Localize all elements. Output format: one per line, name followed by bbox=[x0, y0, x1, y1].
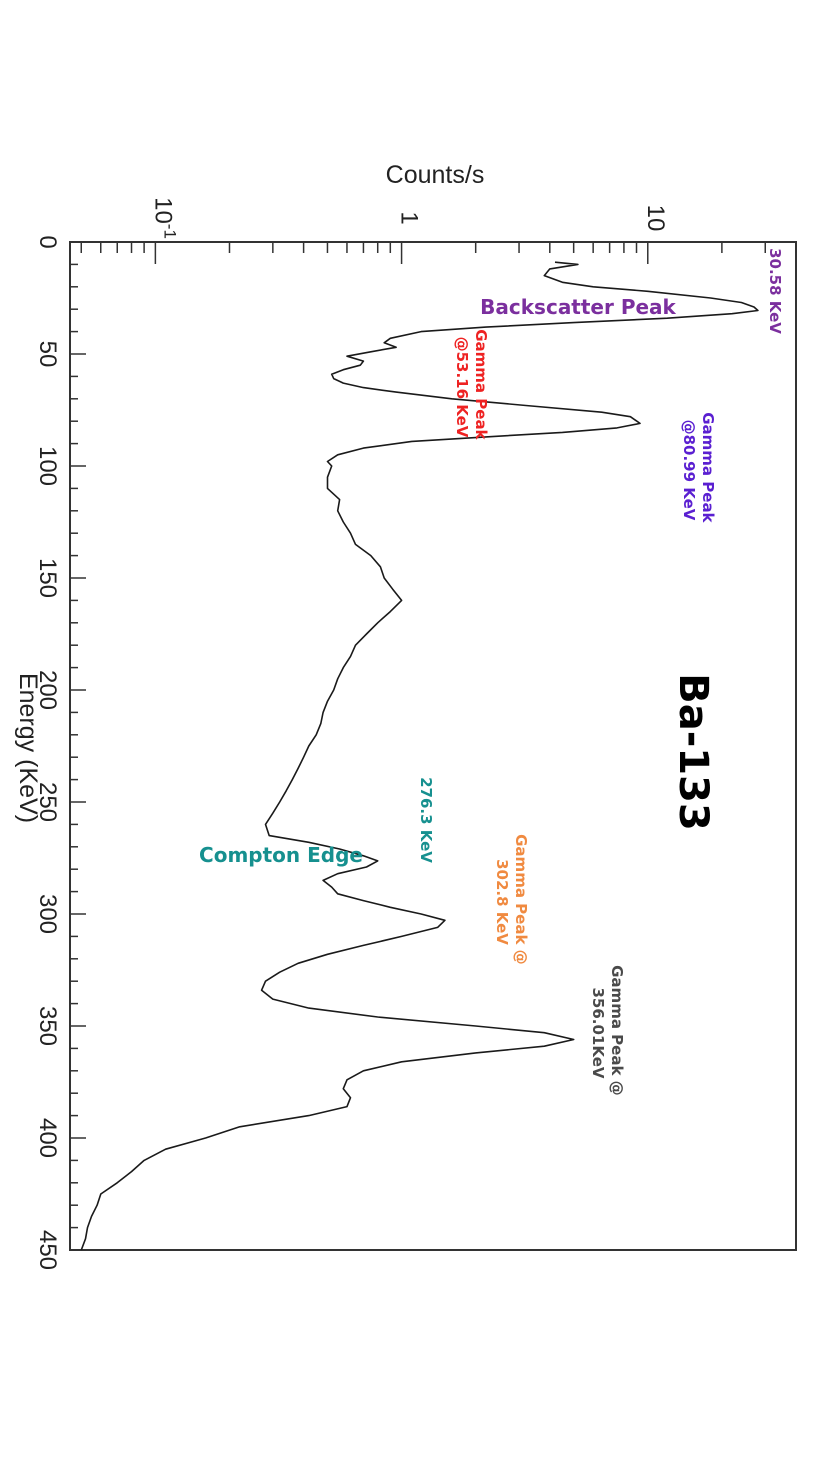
y-tick-label: 1 bbox=[396, 211, 423, 224]
backscatter-energy-label: 30.58 KeV bbox=[766, 248, 784, 334]
compton-energy-label: 276.3 KeV bbox=[417, 777, 435, 863]
x-tick-label: 300 bbox=[34, 894, 61, 934]
x-tick-label: 350 bbox=[34, 1006, 61, 1046]
gamma-356-label: Gamma Peak @ 356.01KeV bbox=[589, 965, 626, 1101]
y-axis-title: Counts/s bbox=[386, 161, 485, 189]
compton-edge-label: Compton Edge bbox=[199, 843, 363, 867]
y-tick-label: 10 bbox=[642, 205, 669, 232]
x-axis-title: Energy (KeV) bbox=[14, 673, 42, 823]
data-layer bbox=[80, 261, 759, 1251]
x-tick-label: 200 bbox=[34, 670, 61, 710]
x-tick-label: 100 bbox=[34, 446, 61, 486]
y-tick-label: 10-1 bbox=[149, 197, 179, 239]
gamma-81-label: Gamma Peak @80.99 KeV bbox=[680, 412, 717, 528]
x-tick-label: 0 bbox=[34, 235, 61, 248]
x-tick-label: 400 bbox=[34, 1118, 61, 1158]
backscatter-peak-label: Backscatter Peak bbox=[480, 295, 676, 319]
plot-frame bbox=[69, 241, 797, 1251]
spectrum-line bbox=[80, 261, 759, 1251]
gamma-53-label: Gamma Peak @53.16 KeV bbox=[453, 329, 490, 445]
axes-layer: 0 50 100 150 200 250 300 350 400 450 10-1 1 10 bbox=[34, 197, 797, 1270]
x-tick-label: 250 bbox=[34, 782, 61, 822]
x-tick-label: 450 bbox=[34, 1230, 61, 1270]
x-tick-label: 150 bbox=[34, 558, 61, 598]
gamma-303-label: Gamma Peak @ 302.8 KeV bbox=[493, 834, 530, 970]
chart-title: Ba-133 bbox=[670, 673, 716, 831]
x-tick-label: 50 bbox=[34, 341, 61, 368]
